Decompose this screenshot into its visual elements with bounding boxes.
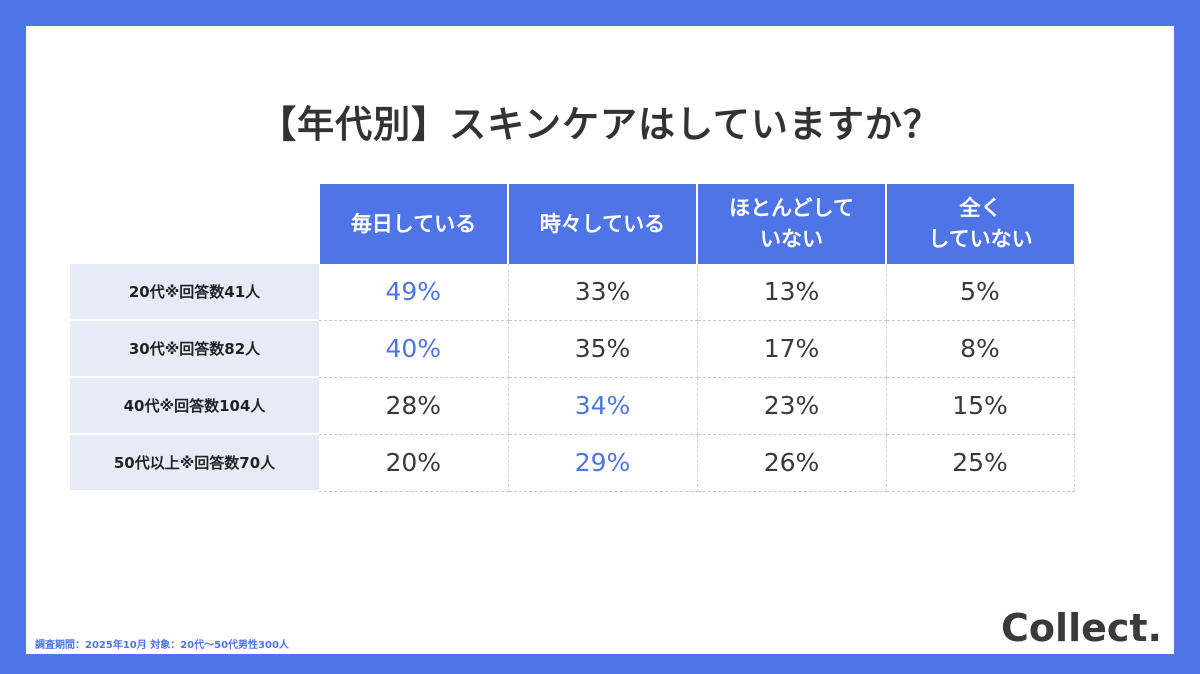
value-cell: 29% bbox=[508, 434, 698, 492]
row-label: 30代※回答数82人 bbox=[70, 320, 319, 378]
table-row: 40代※回答数104人 28% 34% 23% 15% bbox=[70, 377, 1075, 435]
value-cell: 34% bbox=[508, 377, 698, 435]
header-row: 毎日している 時々している ほとんどして いない 全く していない bbox=[70, 184, 1074, 264]
value-cell: 20% bbox=[319, 434, 509, 492]
table-row: 30代※回答数82人 40% 35% 17% 8% bbox=[70, 320, 1075, 378]
value-cell: 28% bbox=[319, 377, 509, 435]
table-body: 20代※回答数41人 49% 33% 13% 5% 30代※回答数82人 40% 35% 17%… bbox=[70, 264, 1075, 492]
brand-logo: Collect. bbox=[1001, 606, 1162, 650]
column-header-never: 全く していない bbox=[885, 184, 1074, 264]
value-cell: 49% bbox=[319, 264, 509, 321]
table-row: 50代以上※回答数70人 20% 29% 26% 25% bbox=[70, 434, 1075, 492]
table-row: 20代※回答数41人 49% 33% 13% 5% bbox=[70, 264, 1075, 321]
value-cell: 25% bbox=[886, 434, 1075, 492]
chart-title: 【年代別】スキンケアはしていますか？ bbox=[259, 103, 941, 146]
row-label: 20代※回答数41人 bbox=[70, 264, 319, 321]
value-cell: 15% bbox=[886, 377, 1075, 435]
column-header-sometimes: 時々している bbox=[507, 184, 697, 264]
value-cell: 5% bbox=[886, 264, 1075, 321]
value-cell: 23% bbox=[697, 377, 887, 435]
column-header-daily: 毎日している bbox=[318, 184, 508, 264]
row-label: 40代※回答数104人 bbox=[70, 377, 319, 435]
value-cell: 8% bbox=[886, 320, 1075, 378]
value-cell: 17% bbox=[697, 320, 887, 378]
column-header-rarely: ほとんどして いない bbox=[696, 184, 886, 264]
survey-table: 毎日している 時々している ほとんどして いない 全く していない 20代※回答… bbox=[70, 184, 1075, 492]
value-cell: 40% bbox=[319, 320, 509, 378]
value-cell: 35% bbox=[508, 320, 698, 378]
corner-cell bbox=[70, 184, 319, 264]
row-label: 50代以上※回答数70人 bbox=[70, 434, 319, 492]
value-cell: 33% bbox=[508, 264, 698, 321]
content-panel: 【年代別】スキンケアはしていますか？ 毎日している 時々している ほとんどして … bbox=[26, 26, 1174, 654]
value-cell: 26% bbox=[697, 434, 887, 492]
survey-footnote: 調査期間：2025年10月 対象：20代～50代男性300人 bbox=[35, 640, 289, 651]
value-cell: 13% bbox=[697, 264, 887, 321]
